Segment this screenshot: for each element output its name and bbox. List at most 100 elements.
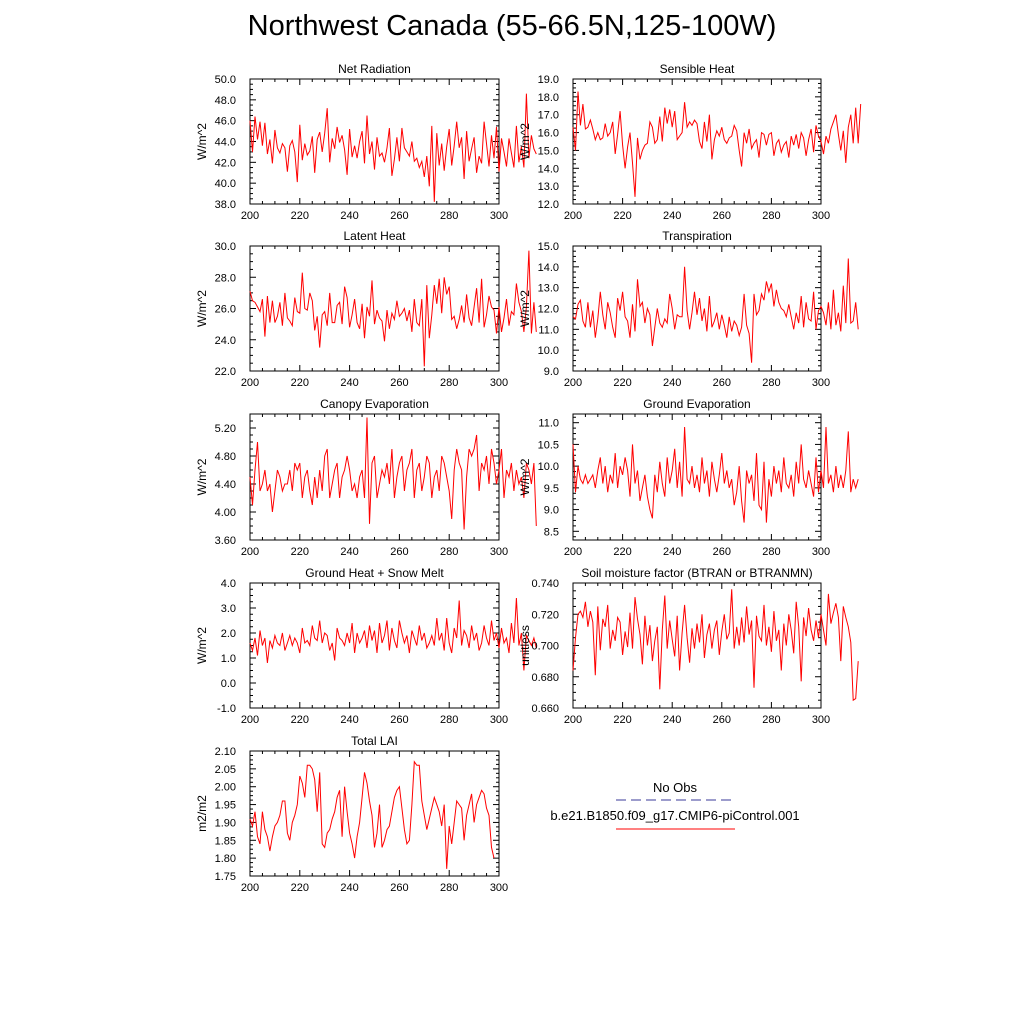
panel-8-ytick-label: 0.720 xyxy=(531,609,559,621)
panel-7-xtick-label: 220 xyxy=(291,714,309,726)
panel-8-xtick-label: 300 xyxy=(812,714,830,726)
panel-1-series-line xyxy=(249,93,537,202)
panel-4-ytick-label: 11.0 xyxy=(538,324,559,336)
panel-7-series-line xyxy=(249,597,537,671)
panel-3-ytick-label: 22.0 xyxy=(215,366,236,378)
panel-9-ytick-label: 1.80 xyxy=(215,853,236,865)
panel-9-title: Total LAI xyxy=(351,734,398,748)
panel-5-xtick-label: 260 xyxy=(390,546,408,558)
panel-7-xtick-label: 260 xyxy=(390,714,408,726)
panel-3-series-line xyxy=(249,250,537,367)
panel-7-xtick-label: 280 xyxy=(440,714,458,726)
panel-7-title: Ground Heat + Snow Melt xyxy=(305,566,444,580)
panel-8-xtick-label: 220 xyxy=(613,714,631,726)
panel-5-ytick-label: 4.80 xyxy=(215,451,236,463)
panel-5-xtick-label: 200 xyxy=(241,546,259,558)
panel-1-ytick-label: 46.0 xyxy=(215,116,236,128)
panel-3-ylabel: W/m^2 xyxy=(195,290,209,327)
panel-1-ytick-label: 48.0 xyxy=(215,95,236,107)
panel-2: Sensible Heat W/m^2 200 220 240 260 280 300 12.0… xyxy=(518,62,862,222)
panel-9-ytick-label: 2.00 xyxy=(215,782,236,794)
panel-6-xtick-label: 220 xyxy=(613,546,631,558)
panel-4-ytick-label: 9.0 xyxy=(544,366,559,378)
panel-8-ytick-label: 0.700 xyxy=(531,641,559,653)
panel-6-series-line xyxy=(572,426,859,523)
panel-4-xtick-label: 220 xyxy=(613,377,631,389)
panel-7-ytick-label: 0.0 xyxy=(221,678,236,690)
panel-5-xtick-label: 240 xyxy=(340,546,358,558)
panel-6-ytick-label: 9.5 xyxy=(544,483,559,495)
panel-1-ytick-label: 44.0 xyxy=(215,137,236,149)
panel-8-xtick-label: 240 xyxy=(663,714,681,726)
legend: No Obs b.e21.B1850.f09_g17.CMIP6-piContr… xyxy=(550,780,800,830)
panel-2-ytick-label: 16.0 xyxy=(538,128,559,140)
panel-4-title: Transpiration xyxy=(662,229,732,243)
panel-1-xtick-label: 240 xyxy=(340,210,358,222)
panel-1-ylabel: W/m^2 xyxy=(195,123,209,160)
panel-8-xtick-label: 200 xyxy=(564,714,582,726)
panel-4-ytick-label: 15.0 xyxy=(538,241,559,253)
panel-2-ytick-label: 19.0 xyxy=(538,74,559,86)
panel-5-ytick-label: 4.00 xyxy=(215,507,236,519)
panel-3-xtick-label: 200 xyxy=(241,377,259,389)
panel-9: Total LAI m2/m2 200 220 240 260 280 300 1.75 1.80… xyxy=(195,734,508,894)
panel-2-title: Sensible Heat xyxy=(660,62,735,76)
panel-2-frame xyxy=(572,78,822,205)
panel-2-ytick-label: 12.0 xyxy=(538,199,559,211)
panel-2-xtick-label: 240 xyxy=(663,210,681,222)
panel-9-xtick-label: 300 xyxy=(490,882,508,894)
panel-9-xtick-label: 200 xyxy=(241,882,259,894)
panel-7-ylabel: W/m^2 xyxy=(195,627,209,664)
panel-5-ytick-label: 5.20 xyxy=(215,423,236,435)
panel-4-xtick-label: 200 xyxy=(564,377,582,389)
panel-5-title: Canopy Evaporation xyxy=(320,397,429,411)
figure-title: Northwest Canada (55-66.5N,125-100W) xyxy=(247,10,777,42)
panel-1-ytick-label: 50.0 xyxy=(215,74,236,86)
panel-1-xtick-label: 300 xyxy=(490,210,508,222)
panel-2-ytick-label: 13.0 xyxy=(538,181,559,193)
panel-8-series-line xyxy=(572,589,859,702)
panel-4-ytick-label: 13.0 xyxy=(538,283,559,295)
panel-5: Canopy Evaporation W/m^2 200 220 240 260 280 30… xyxy=(195,397,537,558)
panel-5-xtick-label: 220 xyxy=(291,546,309,558)
panel-6: Ground Evaporation W/m^2 200 220 240 260 280 30… xyxy=(518,397,859,558)
panel-8-xtick-label: 260 xyxy=(713,714,731,726)
panel-9-ytick-label: 2.05 xyxy=(215,764,236,776)
panel-1-ytick-label: 40.0 xyxy=(215,178,236,190)
panel-9-xtick-label: 220 xyxy=(291,882,309,894)
panel-9-ytick-label: 1.85 xyxy=(215,835,236,847)
panel-6-ylabel: W/m^2 xyxy=(518,458,532,495)
panel-5-ylabel: W/m^2 xyxy=(195,458,209,495)
panel-3-ytick-label: 28.0 xyxy=(215,272,236,284)
panel-2-ytick-label: 14.0 xyxy=(538,163,559,175)
panel-5-xtick-label: 300 xyxy=(490,546,508,558)
panel-3: Latent Heat W/m^2 200 220 240 260 280 300 22.0 24… xyxy=(195,229,537,389)
panel-7: Ground Heat + Snow Melt W/m^2 200 220 240 260… xyxy=(195,566,537,726)
panel-9-xtick-label: 260 xyxy=(390,882,408,894)
panel-2-xtick-label: 260 xyxy=(713,210,731,222)
panel-7-ytick-label: -1.0 xyxy=(217,703,236,715)
panel-9-ylabel: m2/m2 xyxy=(195,795,209,832)
panel-2-xtick-label: 200 xyxy=(564,210,582,222)
panel-6-ytick-label: 8.5 xyxy=(544,526,559,538)
panel-4-xtick-label: 280 xyxy=(762,377,780,389)
panel-7-ytick-label: 1.0 xyxy=(221,653,236,665)
panel-3-ytick-label: 30.0 xyxy=(215,241,236,253)
panel-2-xtick-label: 280 xyxy=(762,210,780,222)
panel-6-ytick-label: 10.0 xyxy=(538,461,559,473)
panel-1-xtick-label: 200 xyxy=(241,210,259,222)
panel-3-xtick-label: 260 xyxy=(390,377,408,389)
panel-6-ytick-label: 11.0 xyxy=(538,418,559,430)
panel-1: Net Radiation W/m^2 200 220 240 260 280 300 38.0… xyxy=(195,62,537,222)
panel-6-xtick-label: 300 xyxy=(812,546,830,558)
panel-6-ytick-label: 10.5 xyxy=(538,439,559,451)
panel-3-xtick-label: 300 xyxy=(490,377,508,389)
panel-3-ytick-label: 24.0 xyxy=(215,335,236,347)
panel-7-xtick-label: 300 xyxy=(490,714,508,726)
panel-8-ytick-label: 0.680 xyxy=(531,672,559,684)
panel-8: Soil moisture factor (BTRAN or BTRANMN) u… xyxy=(518,566,859,726)
panel-7-xtick-label: 200 xyxy=(241,714,259,726)
panel-8-ytick-label: 0.740 xyxy=(531,578,559,590)
panel-2-ytick-label: 18.0 xyxy=(538,92,559,104)
